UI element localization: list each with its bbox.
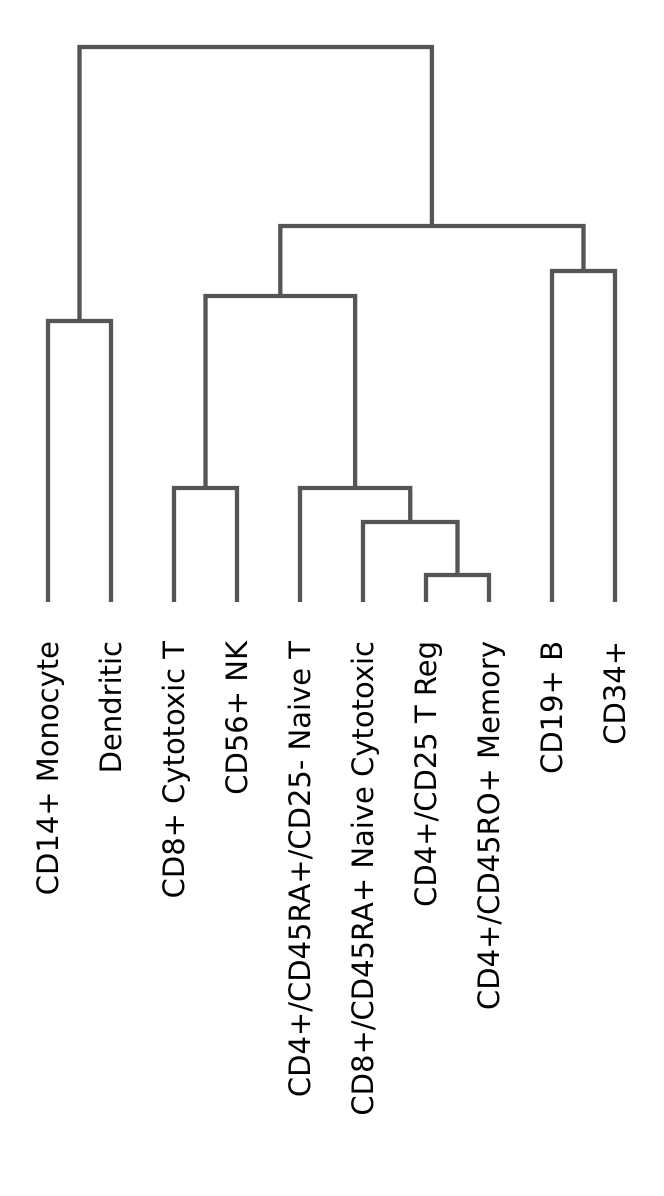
leaf-label-L0: CD14+ Monocyte — [31, 641, 65, 896]
leaf-label-L4: CD4+/CD45RA+/CD25- Naive T — [283, 641, 317, 1098]
leaf-label-L7: CD4+/CD45RO+ Memory — [472, 641, 506, 1011]
leaf-label-L6: CD4+/CD25 T Reg — [409, 641, 443, 907]
leaf-label-L1: Dendritic — [94, 641, 128, 774]
leaf-label-L9: CD34+ — [598, 641, 632, 745]
leaf-label-L2: CD8+ Cytotoxic T — [157, 641, 191, 899]
leaf-label-L8: CD19+ B — [535, 641, 569, 774]
dendrogram-link-group — [45, 44, 618, 602]
dendrogram-link-M9 — [77, 44, 435, 321]
leaf-label-L3: CD56+ NK — [220, 641, 254, 795]
leaf-label-L5: CD8+/CD45RA+ Naive Cytotoxic — [346, 641, 380, 1116]
